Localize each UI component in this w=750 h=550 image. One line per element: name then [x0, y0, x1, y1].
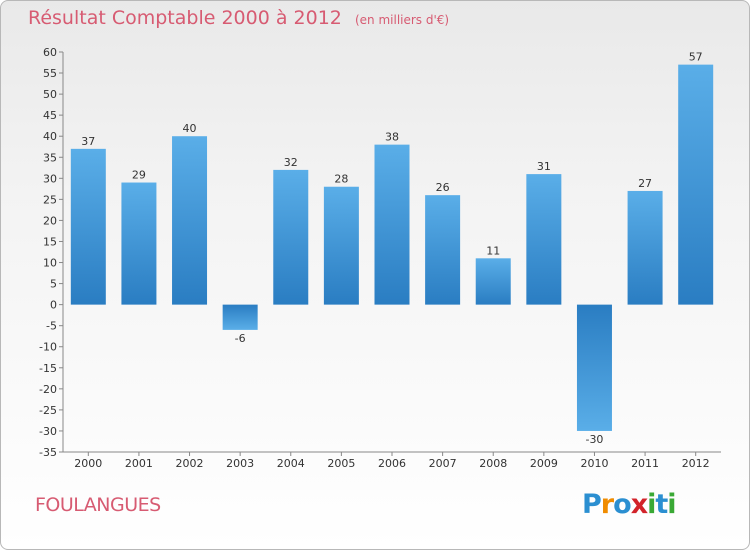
y-tick-label: 35 — [43, 151, 57, 164]
chart-title-unit: (en milliers d'€) — [354, 13, 450, 27]
y-tick-label: -15 — [39, 362, 57, 375]
y-tick-label: 60 — [43, 46, 57, 59]
x-tick-label: 2011 — [631, 457, 659, 470]
y-tick-label: 15 — [43, 235, 57, 248]
logo-letter: r — [600, 489, 614, 520]
y-tick-label: -10 — [39, 341, 57, 354]
commune-name: FOULANGUES — [35, 494, 161, 516]
y-tick-label: 30 — [43, 172, 57, 185]
y-tick-label: 45 — [43, 109, 57, 122]
y-tick-label: 40 — [43, 130, 57, 143]
y-tick-label: -20 — [39, 383, 57, 396]
logo-letter: P — [582, 489, 602, 520]
value-label-2008: 11 — [486, 244, 500, 257]
bar-2002 — [172, 136, 208, 305]
bar-2006 — [374, 144, 410, 305]
bar-2007 — [425, 195, 461, 305]
y-tick-label: 0 — [50, 299, 57, 312]
bar-2009 — [526, 174, 562, 305]
x-tick-label: 2009 — [530, 457, 558, 470]
x-tick-label: 2007 — [429, 457, 457, 470]
logo-letter: x — [630, 489, 648, 520]
value-label-2012: 57 — [689, 51, 703, 64]
bar-2008 — [475, 258, 511, 305]
bar-2005 — [323, 186, 359, 305]
value-label-2011: 27 — [638, 177, 652, 190]
chart-title-main: Résultat Comptable 2000 à 2012 — [28, 7, 342, 29]
bar-2010 — [576, 304, 612, 431]
y-tick-label: -30 — [39, 425, 57, 438]
bar-2004 — [273, 169, 309, 305]
value-label-2010: -30 — [585, 433, 603, 446]
value-label-2009: 31 — [537, 160, 551, 173]
value-label-2005: 28 — [334, 173, 348, 186]
value-label-2003: -6 — [235, 332, 246, 345]
logo-letter: t — [655, 489, 668, 520]
value-label-2006: 38 — [385, 131, 399, 144]
bar-2000 — [70, 148, 106, 305]
bar-2012 — [678, 64, 714, 305]
x-tick-label: 2012 — [682, 457, 710, 470]
y-tick-label: 5 — [50, 278, 57, 291]
proxiti-logo: Proxiti — [582, 489, 677, 520]
value-label-2007: 26 — [436, 181, 450, 194]
y-tick-label: 20 — [43, 214, 57, 227]
y-tick-label: -35 — [39, 446, 57, 459]
y-tick-label: 10 — [43, 257, 57, 270]
bar-2011 — [627, 190, 663, 305]
logo-letter: i — [647, 489, 656, 520]
x-tick-label: 2003 — [226, 457, 254, 470]
x-tick-label: 2001 — [125, 457, 153, 470]
logo-letter: i — [667, 489, 676, 520]
x-tick-label: 2010 — [580, 457, 608, 470]
value-label-2002: 40 — [183, 122, 197, 135]
logo-letter: o — [613, 489, 632, 520]
x-tick-label: 2006 — [378, 457, 406, 470]
x-tick-label: 2002 — [176, 457, 204, 470]
x-tick-label: 2004 — [277, 457, 305, 470]
y-tick-label: -25 — [39, 404, 57, 417]
value-label-2004: 32 — [284, 156, 298, 169]
x-tick-label: 2005 — [327, 457, 355, 470]
y-tick-label: 55 — [43, 67, 57, 80]
y-tick-label: 25 — [43, 193, 57, 206]
x-tick-label: 2000 — [74, 457, 102, 470]
chart-title: Résultat Comptable 2000 à 2012 (en milli… — [28, 7, 449, 29]
value-label-2000: 37 — [81, 135, 95, 148]
value-label-2001: 29 — [132, 169, 146, 182]
bar-2003 — [222, 304, 258, 330]
y-tick-label: 50 — [43, 88, 57, 101]
x-tick-label: 2008 — [479, 457, 507, 470]
y-tick-label: -5 — [46, 320, 57, 333]
bar-2001 — [121, 182, 157, 305]
